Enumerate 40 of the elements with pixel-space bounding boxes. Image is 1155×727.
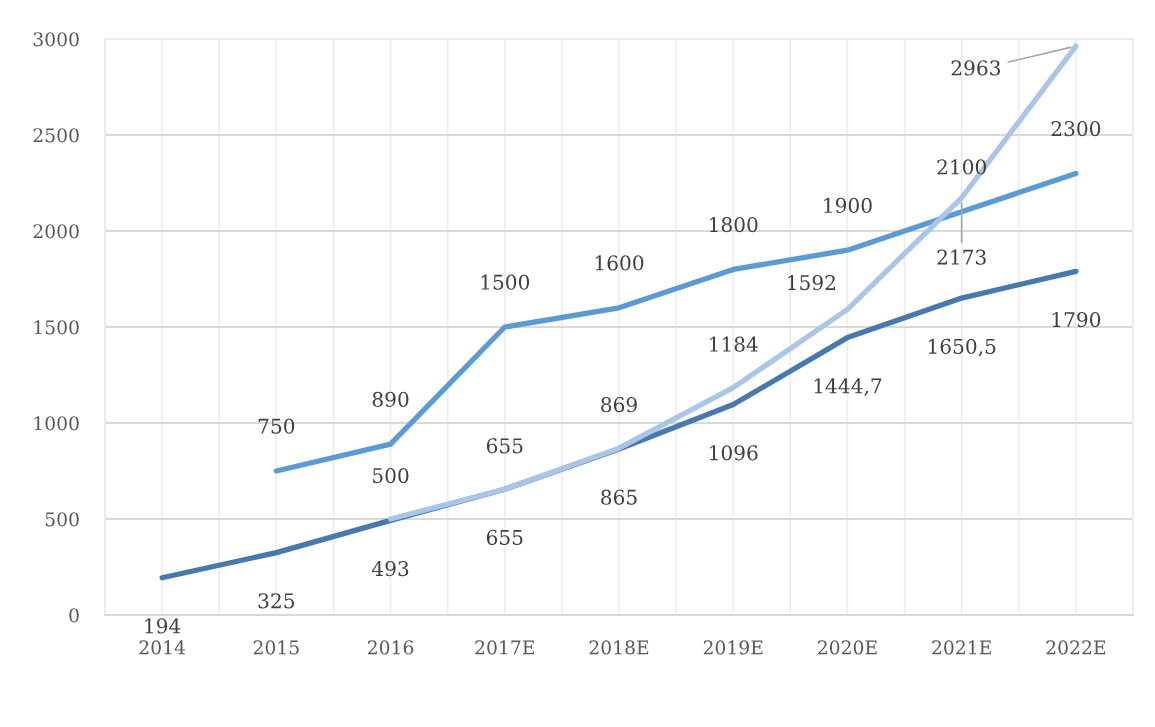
data-label: 655 [486,529,523,546]
data-label: 1800 [710,216,758,233]
data-label: 1600 [595,255,644,271]
y-tick-label: 2500 [33,128,79,143]
data-label: 1900 [824,197,872,213]
data-label: 865 [601,489,637,505]
x-tick-label: 2017E [475,640,534,655]
data-label: 493 [371,560,409,577]
data-label: 1184 [710,336,758,352]
data-label: 750 [258,418,295,434]
data-label: 655 [486,438,523,454]
y-tick-label: 0 [69,608,79,623]
data-label: 890 [372,391,409,407]
data-label: 1500 [481,274,530,290]
data-label: 869 [601,397,637,413]
x-tick-label: 2018E [589,640,649,655]
data-label: 1790 [1052,311,1101,328]
data-label: 194 [145,618,181,634]
y-tick-label: 2000 [33,224,79,239]
data-label: 325 [258,593,294,609]
y-tick-label: 1500 [34,320,79,335]
data-label: 2300 [1051,120,1101,137]
x-tick-label: 2019E [703,640,763,655]
data-label: 1444,7 [814,378,882,396]
y-tick-label: 3000 [33,32,79,47]
y-tick-label: 1000 [34,416,79,431]
y-tick-label: 500 [45,512,79,527]
x-tick-label: 2015 [253,640,299,655]
x-tick-label: 2016 [367,640,414,655]
x-tick-label: 2014 [139,640,186,655]
x-tick-label: 2020E [818,640,877,655]
data-label: 2100 [937,159,986,175]
data-label: 1592 [788,274,835,291]
x-tick-label: 2021E [932,640,991,655]
data-label: 2963 [951,60,1001,76]
data-label: 1650,5 [928,338,996,357]
data-label: 2173 [937,249,986,265]
data-label: 500 [373,467,409,484]
x-tick-label: 2022E [1046,640,1106,655]
data-label: 1096 [710,445,758,461]
